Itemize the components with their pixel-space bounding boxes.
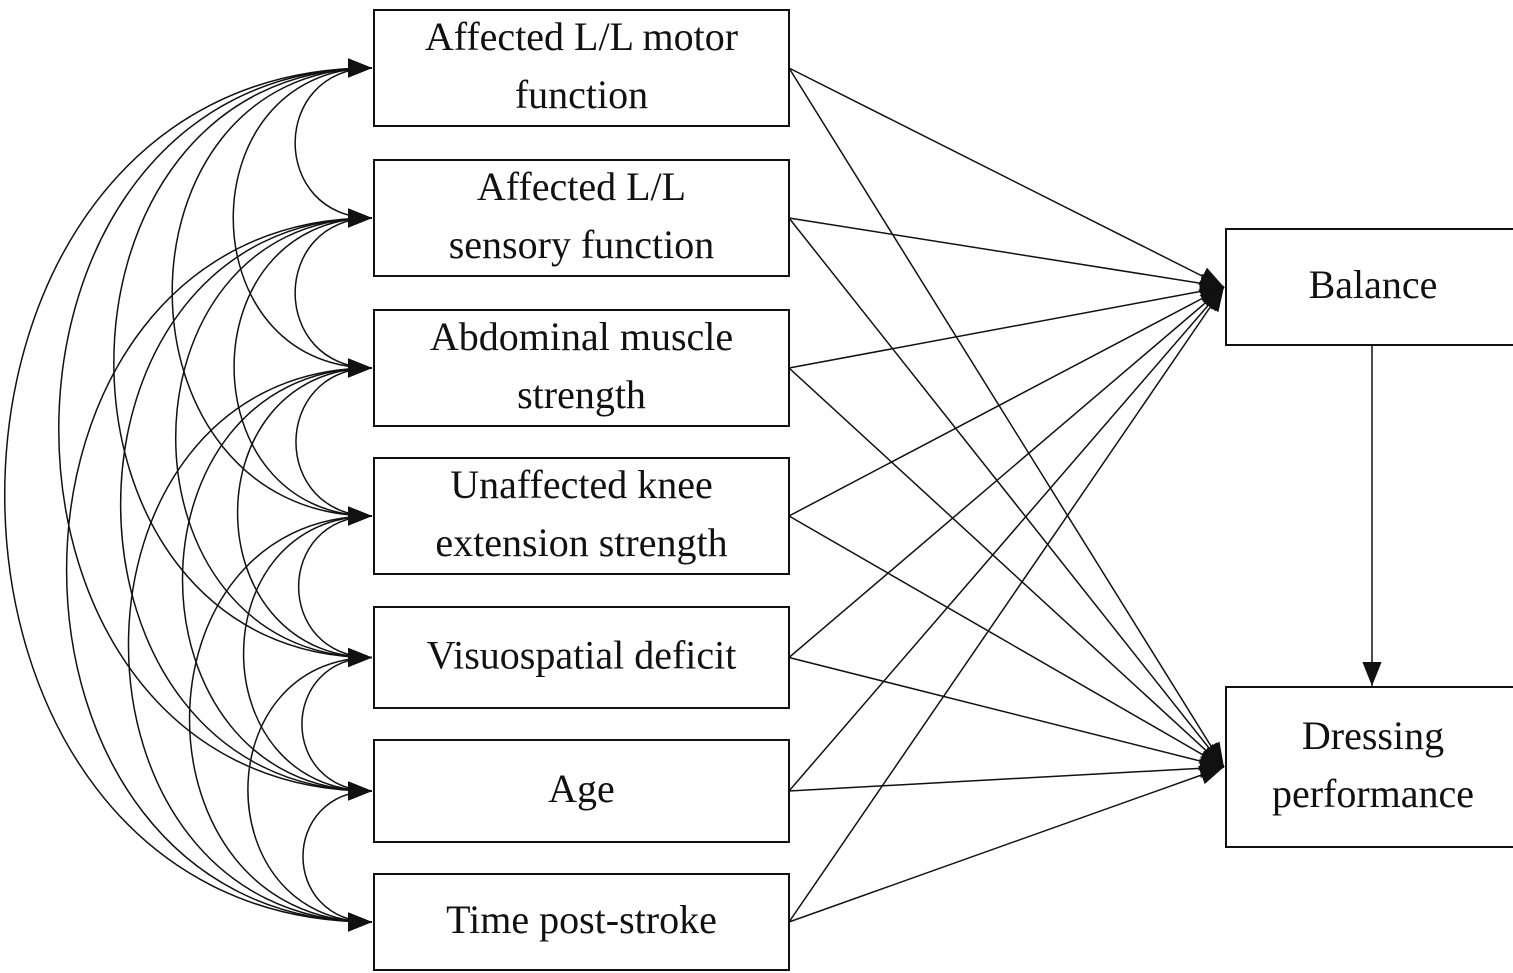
node-label: Abdominal muscle: [430, 314, 733, 359]
correlation-arc: [127, 358, 373, 932]
correlation-arc: [66, 208, 373, 932]
path-arrow: [788, 286, 1225, 923]
correlation-arc: [58, 58, 373, 801]
node-label: Visuospatial deficit: [427, 633, 737, 678]
correlation-arc: [232, 58, 373, 378]
correlation-arc: [233, 208, 373, 526]
node-box: [373, 606, 790, 709]
node-box: [373, 739, 790, 843]
node-label: strength: [517, 372, 646, 417]
path-arrow: [788, 217, 1225, 293]
correlation-arc: [243, 506, 373, 801]
path-arrow: [788, 286, 1225, 517]
node-label: Dressing: [1302, 713, 1444, 758]
node-box: [1225, 228, 1513, 346]
path-arrow: [788, 286, 1225, 792]
correlation-arc: [113, 58, 373, 668]
correlation-arc: [171, 58, 373, 526]
node-label: sensory function: [449, 222, 715, 267]
node-label: Affected L/L motor: [425, 14, 738, 59]
correlation-arc: [247, 647, 373, 932]
path-arrow: [788, 367, 1225, 768]
path-arrow: [788, 758, 1225, 792]
node-box: [1225, 686, 1513, 848]
node-box: [373, 159, 790, 277]
path-arrow: [788, 217, 1225, 768]
node-label: extension strength: [435, 520, 727, 565]
path-arrow: [788, 67, 1225, 288]
node-box: [373, 457, 790, 575]
path-arrow: [788, 656, 1225, 771]
correlation-arc: [181, 358, 373, 801]
correlation-arc: [302, 781, 373, 932]
correlation-arc: [294, 58, 373, 228]
path-arrow: [788, 515, 1225, 768]
node-label: Age: [548, 766, 615, 811]
node-label: Time post-stroke: [446, 897, 717, 942]
node-label: Unaffected knee: [450, 462, 712, 507]
correlation-arc: [174, 208, 373, 668]
path-arrow: [788, 766, 1225, 923]
path-arrow: [788, 281, 1225, 369]
path-arrow: [788, 67, 1225, 768]
node-box: [373, 309, 790, 427]
correlation-arc: [4, 58, 373, 932]
correlation-arc: [236, 358, 373, 668]
correlation-arc: [294, 208, 373, 378]
node-label: performance: [1272, 771, 1474, 816]
node-box: [373, 9, 790, 127]
node-label: Affected L/L: [477, 164, 686, 209]
path-arrow: [788, 286, 1225, 659]
node-label: function: [515, 72, 648, 117]
correlation-arc: [301, 647, 373, 801]
correlation-arc: [298, 506, 373, 668]
correlation-arc: [295, 358, 373, 526]
node-label: Balance: [1309, 262, 1438, 307]
node-box: [373, 873, 790, 971]
correlation-arc: [188, 506, 373, 932]
correlation-arc: [119, 208, 373, 801]
